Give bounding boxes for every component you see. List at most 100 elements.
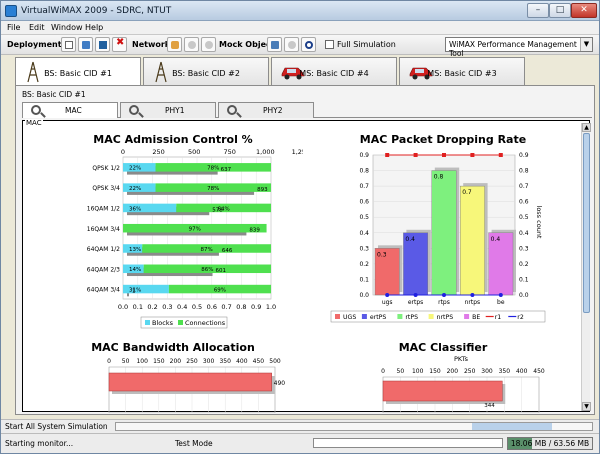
connections-bar xyxy=(123,223,267,233)
mock-record-button[interactable] xyxy=(301,37,316,52)
memory-fill xyxy=(508,438,532,449)
layer-tabs: MAC PHY1 PHY2 xyxy=(22,102,592,118)
save-deployment-button[interactable] xyxy=(95,37,110,52)
right-tick-label: 0.7 xyxy=(519,183,529,190)
full-simulation-checkbox[interactable] xyxy=(325,40,334,49)
hscroll-thumb[interactable] xyxy=(472,423,552,430)
category-label: 16QAM 3/4 xyxy=(87,226,120,233)
legend-swatch xyxy=(464,314,470,319)
antenna-icon xyxy=(27,61,39,83)
left-tick-label: 0.0 xyxy=(359,292,369,299)
bottom-tick-label: 0.5 xyxy=(192,303,202,311)
menu-help[interactable]: Help xyxy=(85,23,104,32)
category-label: 16QAM 1/2 xyxy=(87,205,120,212)
connections-bar xyxy=(143,264,271,274)
maximize-button[interactable]: □ xyxy=(549,3,571,18)
tab-mac[interactable]: MAC xyxy=(22,102,118,118)
network-start-button[interactable] xyxy=(184,37,199,52)
line-point xyxy=(442,293,446,297)
drop-bar xyxy=(459,185,485,296)
tab-phy1[interactable]: PHY1 xyxy=(120,102,216,118)
cid-tabs: BS: Basic CID #1 BS: Basic CID #2 MS: Ba… xyxy=(15,57,595,85)
toolbar: Deployment ✖ Network Mock Object Full Si… xyxy=(1,35,599,58)
tick-label: 150 xyxy=(429,368,441,375)
window-title: VirtualWiMAX 2009 - SDRC, NTUT xyxy=(21,6,172,16)
memory-indicator[interactable]: 18.06 MB / 63.56 MB xyxy=(507,437,593,450)
tab-label: BS: Basic CID #1 xyxy=(44,69,112,78)
tab-label: MS: Basic CID #4 xyxy=(299,69,369,78)
legend-label: Connections xyxy=(185,319,226,327)
drop-bar xyxy=(431,170,457,296)
legend-label: r2 xyxy=(517,314,524,321)
tab-ms-cid-3[interactable]: MS: Basic CID #3 xyxy=(399,57,525,85)
minimize-button[interactable]: – xyxy=(527,3,549,18)
left-tick-label: 0.4 xyxy=(359,230,369,237)
network-stop-button[interactable] xyxy=(201,37,216,52)
category-label: nrtps xyxy=(465,299,481,306)
scroll-up-icon[interactable]: ▲ xyxy=(582,123,591,132)
blocks-data-label: 22% xyxy=(129,186,141,192)
mock-object-button[interactable] xyxy=(267,37,282,52)
management-tool-value: WiMAX Performance Management Tool xyxy=(449,40,577,58)
delete-deployment-button[interactable]: ✖ xyxy=(112,37,127,52)
mock-start-button[interactable] xyxy=(284,37,299,52)
line-point xyxy=(413,293,418,297)
tick-label: 500 xyxy=(269,358,281,365)
open-deployment-button[interactable] xyxy=(78,37,93,52)
menu-file[interactable]: File xyxy=(7,23,21,32)
horizontal-scrollbar[interactable] xyxy=(115,422,593,431)
category-label: be xyxy=(497,299,505,306)
line-point xyxy=(385,293,390,297)
bottom-tick-label: 1.0 xyxy=(266,303,276,311)
wrench-icon xyxy=(171,41,179,49)
legend-label: rtPS xyxy=(405,314,418,321)
circle-icon xyxy=(188,41,196,49)
scroll-thumb[interactable] xyxy=(583,133,590,313)
bandwidth-bar xyxy=(108,372,272,392)
line-point xyxy=(470,293,475,297)
tick-label: 50 xyxy=(122,358,130,365)
start-simulation-action[interactable]: Start All System Simulation xyxy=(5,422,108,431)
menu-bar: File Edit Window Help xyxy=(1,21,599,35)
management-tool-select[interactable]: WiMAX Performance Management Tool ▼ xyxy=(445,37,593,58)
right-tick-label: 0.8 xyxy=(519,168,529,175)
status-message: Starting monitor... xyxy=(5,439,74,448)
bottom-tick-label: 0.3 xyxy=(162,303,172,311)
mock-object-label: Mock Object xyxy=(219,40,275,49)
new-deployment-button[interactable] xyxy=(61,37,76,52)
tab-bs-cid-2[interactable]: BS: Basic CID #2 xyxy=(143,57,269,85)
total-data-label: 578 xyxy=(212,207,223,213)
menu-edit[interactable]: Edit xyxy=(29,23,45,32)
line-point xyxy=(498,153,503,157)
tick-label: 300 xyxy=(481,368,493,375)
line-point xyxy=(470,153,475,157)
app-icon xyxy=(5,5,17,17)
blocks-bar xyxy=(123,163,156,172)
bottom-tick-label: 0.2 xyxy=(147,303,157,311)
scroll-down-icon[interactable]: ▼ xyxy=(582,402,591,411)
category-label: ugs xyxy=(382,299,393,306)
blocks-bar xyxy=(123,183,156,192)
tab-ms-cid-4[interactable]: MS: Basic CID #4 xyxy=(271,57,397,85)
tab-label: BS: Basic CID #2 xyxy=(172,69,240,78)
menu-window[interactable]: Window xyxy=(51,23,83,32)
network-tool-button[interactable] xyxy=(167,37,182,52)
vertical-scrollbar[interactable]: ▲ ▼ xyxy=(581,123,591,411)
tab-bs-cid-1[interactable]: BS: Basic CID #1 xyxy=(15,57,141,85)
legend-swatch xyxy=(397,314,403,319)
connections-bar xyxy=(155,163,271,172)
bar-data-label: 490 xyxy=(274,380,286,387)
close-button[interactable]: ✕ xyxy=(571,3,597,18)
right-tick-label: 0.5 xyxy=(519,214,529,221)
tab-phy2[interactable]: PHY2 xyxy=(218,102,314,118)
tick-label: 450 xyxy=(253,358,265,365)
legend-label: UGS xyxy=(343,314,356,321)
magnifier-icon xyxy=(227,105,237,115)
left-tick-label: 0.2 xyxy=(359,261,369,268)
right-tick-label: 0.1 xyxy=(519,276,529,283)
classifier-chart-title: MAC Classifier xyxy=(398,341,488,354)
title-bar: VirtualWiMAX 2009 - SDRC, NTUT – □ ✕ xyxy=(1,1,599,21)
status-bar: Starting monitor... Test Mode 18.06 MB /… xyxy=(1,433,599,453)
bar-data-label: 0.3 xyxy=(377,251,387,258)
